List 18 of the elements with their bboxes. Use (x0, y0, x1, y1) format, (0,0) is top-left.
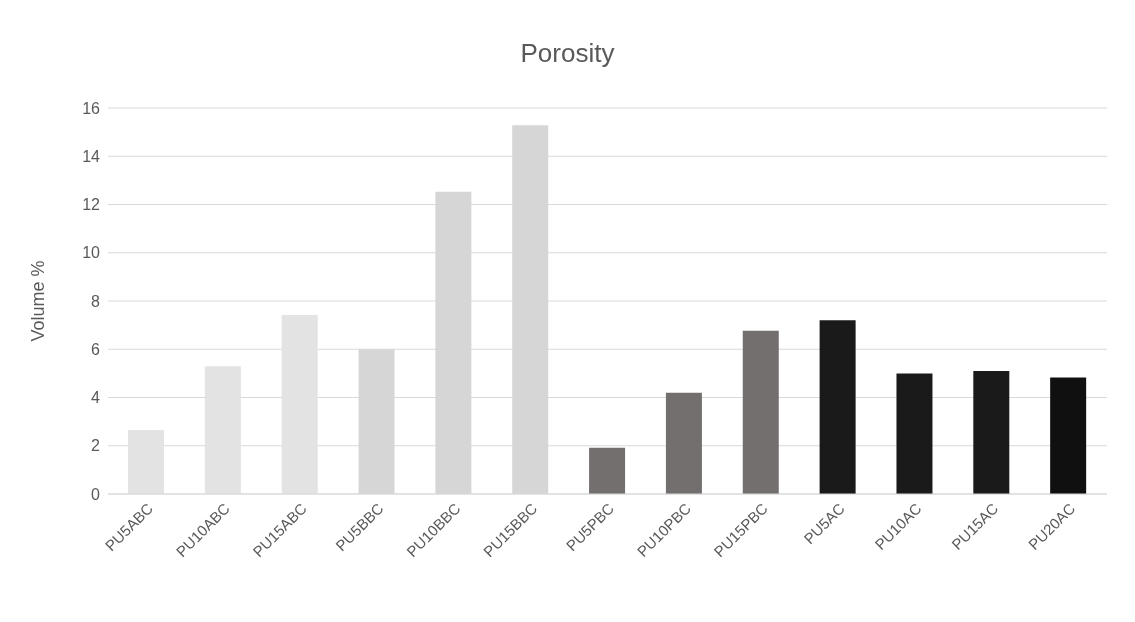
chart-title: Porosity (519, 38, 616, 69)
y-tick-label: 0 (91, 485, 101, 503)
y-tick-label: 14 (82, 147, 101, 165)
y-tick-label: 4 (91, 389, 101, 407)
y-tick-label: 2 (91, 437, 101, 455)
y-tick-label: 6 (91, 340, 101, 358)
y-tick-label: 16 (82, 99, 101, 117)
y-tick-label: 12 (82, 196, 101, 214)
bar (665, 392, 702, 494)
bar (896, 373, 933, 494)
bar (742, 330, 779, 494)
y-tick-label: 8 (91, 292, 101, 310)
bar (819, 320, 856, 494)
y-tick-label: 10 (82, 244, 101, 262)
bar (1050, 377, 1087, 494)
bar (589, 447, 626, 494)
bar (973, 370, 1010, 494)
y-axis-title: Volume % (28, 260, 49, 342)
